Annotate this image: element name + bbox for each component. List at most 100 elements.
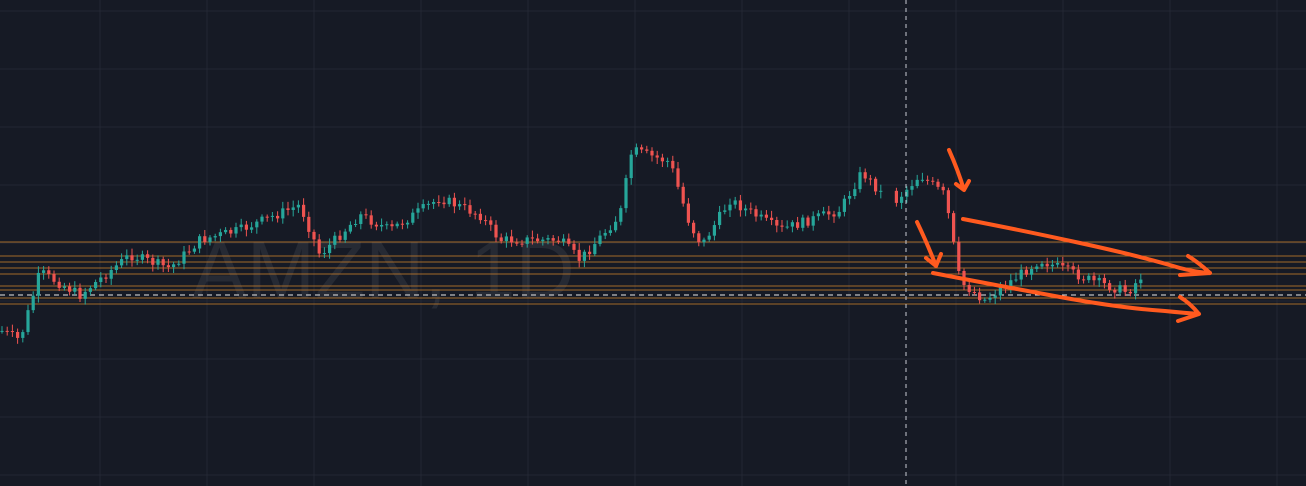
candle-body (494, 224, 498, 238)
candle-body (36, 272, 40, 296)
candle-body (536, 238, 540, 242)
candle-body (421, 204, 425, 209)
candle-body (317, 239, 321, 254)
candle-body (848, 196, 852, 199)
candle-body (827, 211, 831, 215)
candle-body (151, 257, 155, 265)
candle-body (468, 205, 472, 214)
candle-body (718, 211, 722, 226)
candle-body (57, 281, 61, 288)
candle-body (567, 238, 571, 244)
candle-body (562, 238, 566, 242)
candle-body (530, 237, 534, 239)
candle-body (733, 200, 737, 205)
candle-body (556, 240, 560, 242)
candle-body (785, 226, 789, 228)
candle-body (406, 222, 410, 225)
candle-body (811, 216, 815, 226)
upper-trend-arrow (961, 217, 1212, 277)
candle-body (104, 277, 108, 279)
candle-body (629, 154, 633, 179)
candle-body (510, 236, 514, 243)
candle-body (546, 238, 550, 240)
candle-body (754, 209, 758, 217)
candle-body (572, 243, 576, 250)
candle-body (328, 244, 332, 254)
candle-body (1097, 277, 1101, 281)
candle-body (1071, 266, 1075, 270)
candle-body (385, 224, 389, 226)
candle-body (21, 332, 25, 338)
candle-body (99, 277, 103, 283)
candle-body (276, 215, 280, 219)
candle-body (291, 207, 295, 210)
candle-body (1045, 263, 1049, 267)
candle-body (192, 248, 196, 252)
candle-body (369, 215, 373, 225)
candle-body (307, 216, 311, 232)
candle-body (489, 220, 493, 225)
candle-body (1019, 269, 1023, 280)
candle-body (83, 291, 87, 299)
candle-body (229, 229, 233, 234)
candle-body (707, 235, 711, 240)
candle-body (593, 244, 597, 255)
candle-body (577, 249, 581, 261)
price-levels (0, 241, 1306, 305)
candle-body (1092, 275, 1096, 281)
candle-body (842, 198, 846, 212)
candle-body (868, 178, 872, 180)
candle-body (614, 221, 618, 231)
candle-body (198, 236, 202, 249)
candle-body (94, 282, 98, 289)
candle-body (915, 179, 919, 187)
candle-body (702, 239, 706, 243)
candle-body (281, 208, 285, 219)
candle-body (790, 222, 794, 227)
candle-body (156, 259, 160, 265)
candle-body (5, 330, 9, 332)
candle-body (265, 216, 269, 218)
candle-body (686, 203, 690, 223)
candle-body (946, 190, 950, 214)
candle-body (239, 224, 243, 228)
candle-body (208, 237, 212, 243)
candle-body (770, 217, 774, 220)
candle-body (1050, 264, 1054, 267)
candle-body (1087, 275, 1091, 281)
candle-body (452, 197, 456, 207)
candle-body (920, 179, 924, 181)
candle-body (1040, 263, 1044, 267)
candle-body (146, 254, 150, 258)
candle-body (957, 241, 961, 271)
candle-body (473, 213, 477, 215)
candle-body (1082, 279, 1086, 281)
candle-body (426, 203, 430, 205)
candle-body (47, 270, 51, 274)
lower-trend-arrow (931, 271, 1201, 323)
candle-body (224, 229, 228, 233)
candle-body (588, 251, 592, 255)
candle-body (1009, 280, 1013, 288)
candle-body (343, 231, 347, 240)
candle-body (806, 217, 810, 226)
candle-body (608, 230, 612, 233)
candle-body (619, 208, 623, 222)
candle-body (952, 213, 956, 242)
candle-body (1123, 285, 1127, 292)
candle-body (499, 237, 503, 242)
candle-body (416, 208, 420, 213)
candle-body (411, 212, 415, 223)
candle-body (286, 208, 290, 210)
candle-body (624, 178, 628, 209)
candle-body (931, 180, 935, 182)
candle-body (52, 273, 56, 282)
candle-body (255, 221, 259, 228)
candle-body (338, 235, 342, 240)
candle-body (1076, 269, 1080, 280)
candle-body (1102, 277, 1106, 284)
candle-body (504, 236, 508, 242)
candle-body (728, 204, 732, 211)
candle-body (0, 330, 4, 332)
